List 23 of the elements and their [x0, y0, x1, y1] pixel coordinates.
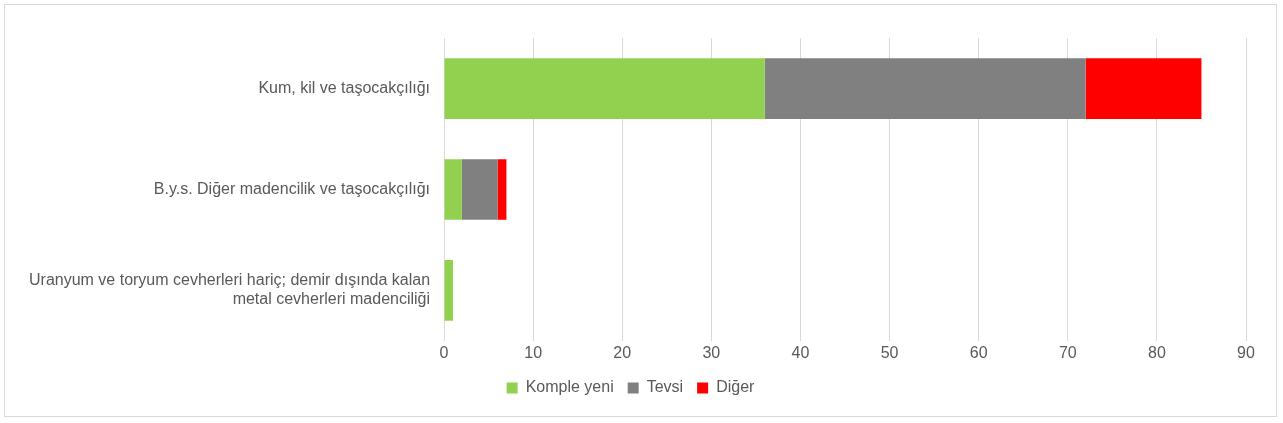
bar — [1085, 58, 1202, 119]
x-tick-label: 60 — [969, 343, 988, 361]
y-tick-label: B.y.s. Diğer madencilik ve taşocakçılığı — [153, 179, 431, 197]
bar — [764, 58, 1086, 119]
bar — [461, 159, 498, 220]
x-tick-label: 80 — [1148, 343, 1166, 361]
x-tick-label: 30 — [702, 343, 721, 361]
x-tick-label: 50 — [880, 343, 899, 361]
x-tick-label: 0 — [439, 343, 449, 361]
x-tick-label: 20 — [613, 343, 632, 361]
x-tick-label: 90 — [1237, 343, 1255, 361]
y-tick-label: Uranyum ve toryum cevherleri hariç; demir dışında kalan metal cevherleri madenciliği — [29, 271, 431, 308]
y-tick-label: Kum, kil ve taşocakçılığı — [258, 79, 431, 97]
bar — [444, 58, 765, 119]
x-tick-label: 10 — [524, 343, 543, 361]
bar — [444, 159, 462, 220]
x-tick-label: 40 — [791, 343, 810, 361]
legend-label: Diğer — [716, 378, 756, 396]
legend-label: Tevsi — [646, 378, 684, 396]
legend-label: Komple yeni — [525, 378, 614, 396]
x-tick-label: 70 — [1058, 343, 1077, 361]
bar — [497, 159, 507, 220]
bar — [444, 260, 453, 321]
